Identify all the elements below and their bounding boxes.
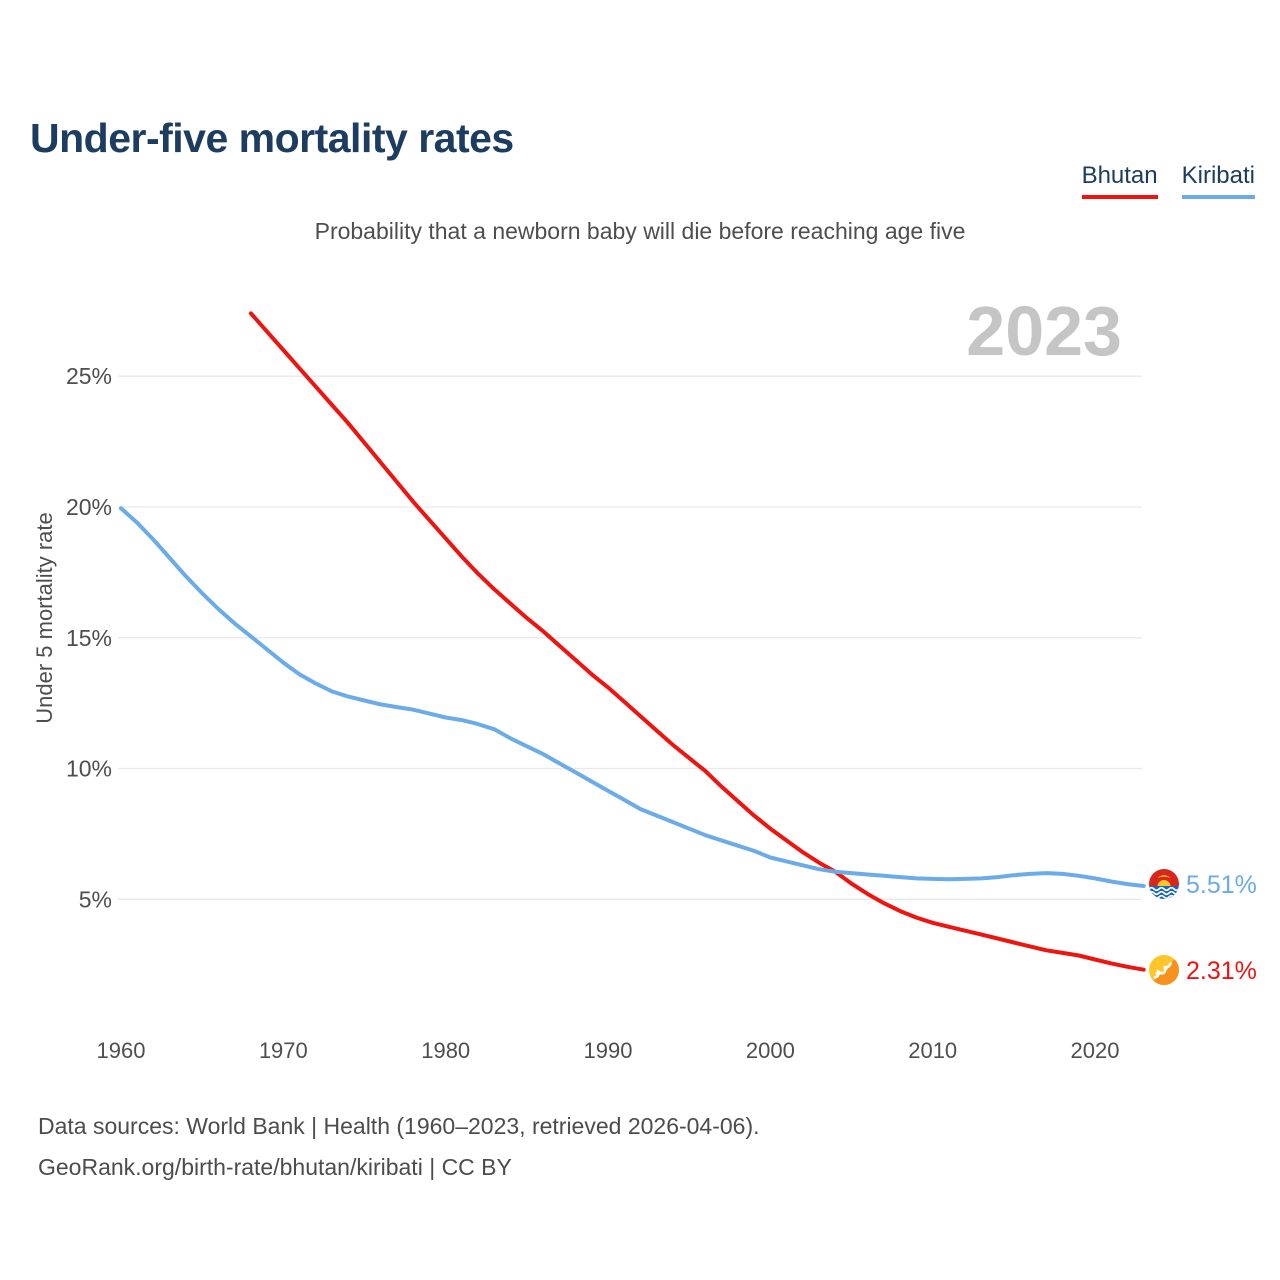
grid-layer: 5% 10% 15% 20% 25% 1960 1970 1980 1990 2000 2010 20… <box>66 363 1142 1063</box>
x-tick-label: 1990 <box>584 1038 633 1063</box>
series-line-kiribati[interactable] <box>119 506 1146 888</box>
attribution-line: GeoRank.org/birth-rate/bhutan/kiribati |… <box>38 1154 512 1180</box>
series-layer <box>119 311 1146 972</box>
footer: Data sources: World Bank | Health (1960–… <box>38 1106 760 1188</box>
data-sources-line: Data sources: World Bank | Health (1960–… <box>38 1113 760 1139</box>
y-tick-label: 10% <box>66 756 112 782</box>
year-watermark: 2023 <box>966 292 1122 370</box>
x-tick-label: 2020 <box>1071 1038 1120 1063</box>
x-tick-label: 2000 <box>746 1038 795 1063</box>
page-title: Under-five mortality rates <box>30 115 514 162</box>
kiribati-flag-icon <box>1149 869 1179 899</box>
legend: Bhutan Kiribati <box>1081 162 1255 199</box>
series-line-bhutan[interactable] <box>248 311 1146 972</box>
y-tick-label: 5% <box>79 886 112 912</box>
x-tick-label: 1980 <box>421 1038 470 1063</box>
x-tick-label: 1970 <box>259 1038 308 1063</box>
bhutan-end-label: 2.31% <box>1186 957 1257 985</box>
y-tick-label: 15% <box>66 625 112 651</box>
kiribati-end-label: 5.51% <box>1186 871 1257 899</box>
y-tick-label: 25% <box>66 363 112 389</box>
x-tick-label: 2010 <box>908 1038 957 1063</box>
legend-item-kiribati[interactable]: Kiribati <box>1181 162 1255 199</box>
bhutan-flag-icon <box>1149 955 1179 985</box>
x-tick-label: 1960 <box>97 1038 146 1063</box>
y-tick-label: 20% <box>66 494 112 520</box>
chart-subtitle: Probability that a newborn baby will die… <box>314 218 966 244</box>
legend-item-bhutan[interactable]: Bhutan <box>1081 162 1158 199</box>
